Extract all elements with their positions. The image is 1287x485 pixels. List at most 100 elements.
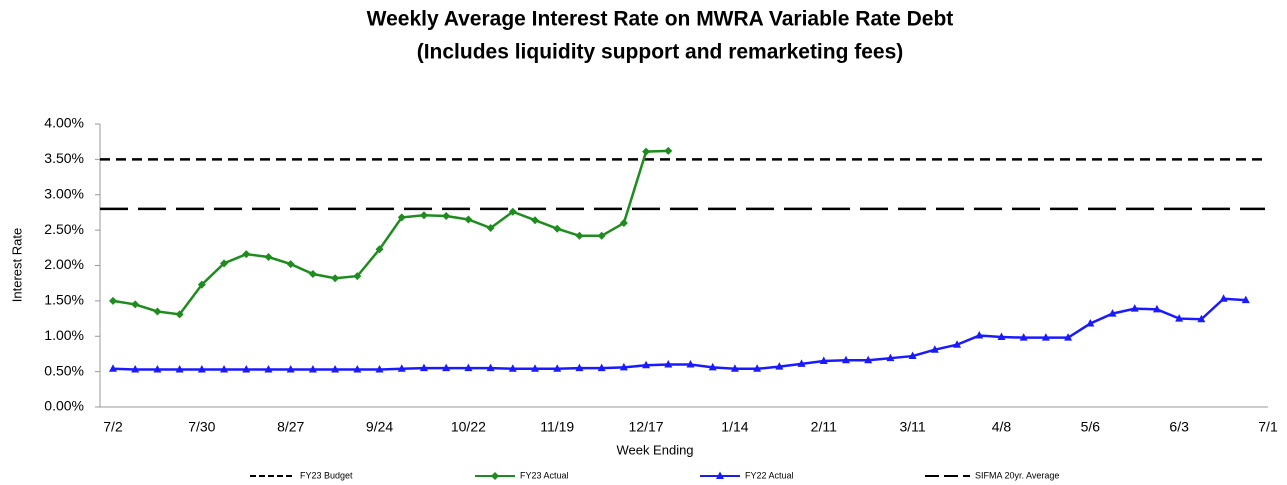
marker [1064,333,1073,341]
marker [716,471,724,479]
marker [531,216,540,225]
marker [419,363,428,372]
marker [419,211,428,220]
x-tick-label: 8/27 [277,419,304,435]
marker [1130,304,1139,312]
marker [753,364,762,372]
marker [131,365,140,373]
marker [197,365,206,373]
marker [486,224,495,233]
x-tick-label: 6/3 [1169,419,1189,435]
marker [442,211,451,220]
marker [664,360,673,368]
marker [1197,314,1206,323]
x-tick-label: 11/19 [540,419,574,435]
marker [1041,333,1050,341]
marker [131,300,140,309]
marker [175,365,184,373]
marker [397,213,406,222]
marker [841,355,850,364]
x-tick-label: 4/8 [992,419,1012,435]
series-line [112,297,1246,371]
marker [775,362,784,370]
y-tick-label: 3.00% [44,185,84,201]
marker [109,296,117,305]
y-tick-label: 0.00% [44,398,84,414]
marker [491,472,499,480]
y-tick-label: 1.50% [44,292,84,308]
x-tick-label: 7/2 [103,419,123,435]
marker [286,365,295,373]
marker [730,364,739,372]
x-tick-label: 3/11 [900,419,926,435]
marker [930,345,939,353]
x-tick-label: 7/1 [1258,419,1278,435]
marker [1175,314,1184,322]
marker [197,280,206,289]
y-tick-label: 3.50% [44,150,84,166]
marker [109,364,117,372]
marker [242,365,251,373]
marker [1019,333,1028,341]
y-tick-label: 1.00% [44,327,84,343]
marker [686,360,695,368]
marker [575,231,584,240]
marker [553,224,562,233]
marker [975,331,984,339]
series-line [112,149,669,316]
x-tick-label: 7/30 [188,419,215,435]
marker [508,207,517,216]
marker [175,310,184,319]
marker [597,363,606,372]
marker [553,364,562,372]
marker [1219,294,1228,302]
marker [642,360,651,369]
marker [508,364,517,372]
marker [308,365,317,373]
marker [575,363,584,372]
legend-label: SIFMA 20yr. Average [975,470,1059,480]
marker [308,269,317,278]
x-tick-label: 5/6 [1081,419,1101,435]
marker [375,245,384,254]
marker [997,332,1006,340]
marker [619,362,628,371]
marker [531,364,540,372]
x-tick-label: 10/22 [451,419,486,435]
marker [442,363,451,372]
x-axis-label: Week Ending [616,442,693,457]
legend-label: FY23 Budget [300,470,353,480]
marker [353,272,362,281]
marker [1152,304,1161,313]
marker [908,351,917,360]
marker [1108,309,1117,317]
chart-subtitle: (Includes liquidity support and remarket… [417,41,904,64]
marker [708,362,717,371]
legend-label: FY22 Actual [745,470,794,480]
y-tick-label: 2.50% [44,221,84,237]
marker [464,215,473,224]
y-axis-label: Interest Rate [9,228,24,302]
chart-title: Weekly Average Interest Rate on MWRA Var… [367,8,954,31]
y-tick-label: 0.50% [44,362,84,378]
marker [397,364,406,372]
marker [642,147,651,156]
x-tick-label: 12/17 [629,419,664,435]
x-tick-label: 1/14 [721,419,748,435]
marker [597,231,606,240]
marker [1241,295,1250,304]
marker [331,365,340,373]
marker [331,274,340,283]
marker [286,260,295,269]
legend-label: FY23 Actual [520,470,569,480]
marker [353,365,362,373]
marker [664,146,673,155]
y-tick-label: 2.00% [44,256,84,272]
marker [153,307,162,316]
marker [220,365,229,373]
marker [797,359,806,367]
marker [864,355,873,364]
marker [153,365,162,373]
marker [486,363,495,372]
